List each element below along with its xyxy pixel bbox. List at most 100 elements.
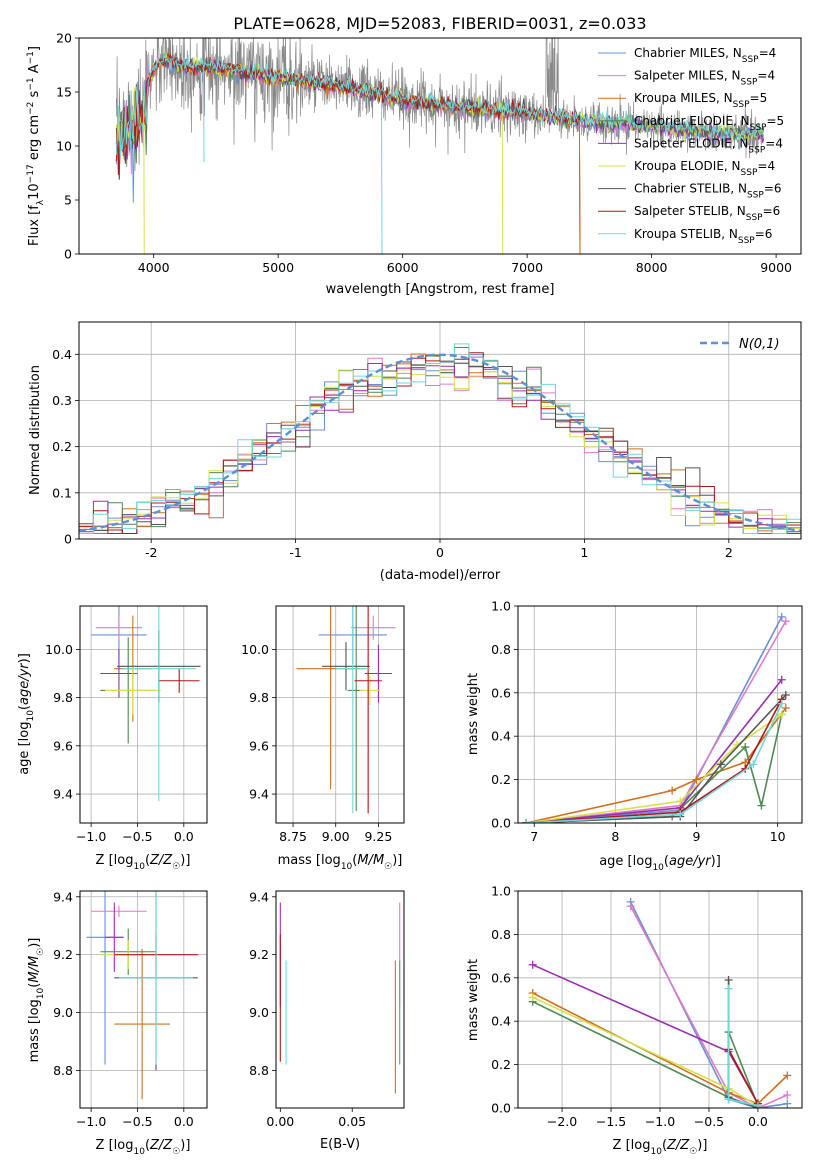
x-axis-label: Z [log10(Z/Z☉)]: [613, 1138, 708, 1157]
legend-label: Chabrier ELODIE, NSSP=5: [634, 114, 784, 133]
label-part: 10: [133, 1147, 145, 1157]
label-part: (: [17, 705, 32, 710]
label-part: (: [145, 853, 150, 868]
label-part: Z [log: [96, 853, 134, 868]
axes-frame: [275, 890, 405, 1109]
label-part: λ: [36, 199, 46, 205]
x-tick-label: 9.25: [364, 829, 392, 844]
histogram-kroupa_stelib: [79, 343, 801, 534]
weight-line-kroupa_stelib: [526, 703, 783, 823]
weight-line-kroupa_elodie: [525, 713, 783, 823]
label-part: M/M: [27, 956, 42, 983]
label-part: erg cm: [27, 115, 42, 164]
x-tick-label: 6000: [387, 260, 419, 275]
y-tick-label: 9.0: [53, 1005, 73, 1020]
x-tick-label: −0.5: [122, 1114, 152, 1129]
x-tick-label: -1: [289, 545, 301, 560]
y-axis-label: mass weight: [466, 959, 481, 1041]
x-tick-label: 0.0: [748, 1114, 768, 1129]
x-tick-label: 0.0: [174, 1114, 194, 1129]
y-tick-label: 0.4: [491, 729, 511, 744]
weight-marker-kroupa_stelib: [777, 699, 786, 708]
x-tick-label: 0.0: [174, 829, 194, 844]
y-tick-label: 10.0: [241, 642, 269, 657]
x-tick-label: 8: [611, 829, 619, 844]
x-tick-label: 10: [770, 829, 786, 844]
label-part: age [log: [599, 854, 652, 869]
y-tick-label: 0: [64, 247, 72, 262]
label-part: 10: [36, 987, 46, 999]
weight-marker-kroupa_stelib: [676, 810, 685, 819]
y-tick-label: 5: [64, 193, 72, 208]
label-part: ☉: [689, 1147, 697, 1157]
residual-panel-frame: -2 -1 0 1 2 0 0.1 0.2 0.3 0.4 N(0,1) (data-model)/e…: [28, 321, 802, 583]
label-part: ☉: [172, 862, 180, 872]
mass-vs-z-panel: −1.0 −0.5 0.08.89.09.29.4Z [log10(Z/Z☉)]ma…: [27, 889, 208, 1157]
model-line-kroupa_stelib: [115, 54, 765, 161]
legend-label-normal: N(0,1): [739, 337, 780, 352]
legend-label: Chabrier STELIB, NSSP=6: [634, 182, 782, 201]
massweight-vs-z-panel: −2.0 −1.5 −1.0 −0.5 0.0 0.0 0.2 0.4 0.6 0.8 1.0 Z […: [466, 884, 803, 1157]
x-axis-label: Z [log10(Z/Z☉)]: [96, 853, 191, 872]
x-tick-label: −1.5: [596, 1114, 626, 1129]
age-vs-mass-panel-marks: [296, 606, 396, 814]
x-axis-label: E(B-V): [320, 1137, 360, 1152]
y-tick-label: 0.6: [491, 685, 511, 700]
weight-line-salpeter_stelib: [526, 698, 783, 823]
x-tick-label: −2.0: [547, 1114, 577, 1129]
label-part: Kroupa ELODIE, N: [634, 159, 741, 173]
label-part: 10: [341, 862, 353, 872]
weight-marker-salpeter_miles: [783, 1090, 792, 1099]
x-axis-label: Z [log10(Z/Z☉)]: [96, 1138, 191, 1157]
x-tick-label: −0.5: [694, 1114, 724, 1129]
label-part: SSP: [733, 100, 750, 110]
histogram-chabrier_stelib: [79, 355, 801, 534]
label-part: =5: [766, 114, 784, 128]
weight-line-salpeter_miles: [526, 620, 787, 823]
label-part: )]: [180, 853, 190, 868]
x-tick-label: 7: [530, 829, 538, 844]
label-part: −1: [26, 51, 36, 64]
x-tick-label: −0.5: [122, 829, 152, 844]
weight-marker-chabrier_miles: [783, 1099, 792, 1108]
x-tick-label: 1: [580, 545, 588, 560]
y-tick-label: 0.4: [52, 347, 72, 362]
label-part: Kroupa MILES, N: [634, 91, 733, 105]
label-part: Z/Z: [149, 853, 173, 868]
label-part: age [log: [17, 722, 32, 775]
label-part: SSP: [750, 123, 767, 133]
figure-title: PLATE=0628, MJD=52083, FIBERID=0031, z=0…: [233, 14, 646, 33]
y-tick-label: 0.8: [491, 642, 511, 657]
weight-marker-kroupa_stelib: [724, 1095, 733, 1104]
y-tick-label: 0.0: [491, 816, 511, 831]
label-part: )]: [392, 853, 402, 868]
y-tick-label: 15: [56, 85, 72, 100]
weight-line-salpeter_stelib: [727, 1049, 759, 1105]
y-tick-label: 9.6: [249, 738, 269, 753]
histogram-salpeter_stelib: [79, 352, 801, 534]
label-part: )]: [711, 854, 721, 869]
y-tick-label: 9.2: [53, 947, 73, 962]
y-tick-label: 0.0: [491, 1101, 511, 1116]
label-part: −1: [26, 77, 36, 90]
x-tick-label: 2: [725, 545, 733, 560]
weight-marker-salpeter_miles: [626, 902, 635, 911]
weight-line-chabrier_stelib: [526, 694, 787, 823]
label-part: =6: [763, 204, 781, 218]
label-part: SSP: [742, 55, 759, 65]
y-tick-label: 10.0: [45, 642, 73, 657]
normal-curve: [79, 353, 801, 533]
label-part: Z [log: [613, 1138, 651, 1153]
x-tick-label: 8000: [636, 260, 668, 275]
histogram-kroupa_elodie: [79, 355, 801, 534]
label-part: =6: [755, 227, 773, 241]
weight-marker-kroupa_stelib: [724, 984, 733, 993]
x-tick-label: 0: [436, 545, 444, 560]
weight-marker-salpeter_elodie: [528, 960, 537, 969]
weight-marker-kroupa_stelib: [753, 1101, 762, 1108]
y-tick-label: 9.0: [249, 1005, 269, 1020]
label-part: ]: [27, 46, 42, 51]
axes-frame: [275, 605, 405, 824]
mass-vs-ebv-panel-frame: 0.00 0.05 8.8 9.0 9.2 9.4 E(B-V): [249, 889, 405, 1152]
